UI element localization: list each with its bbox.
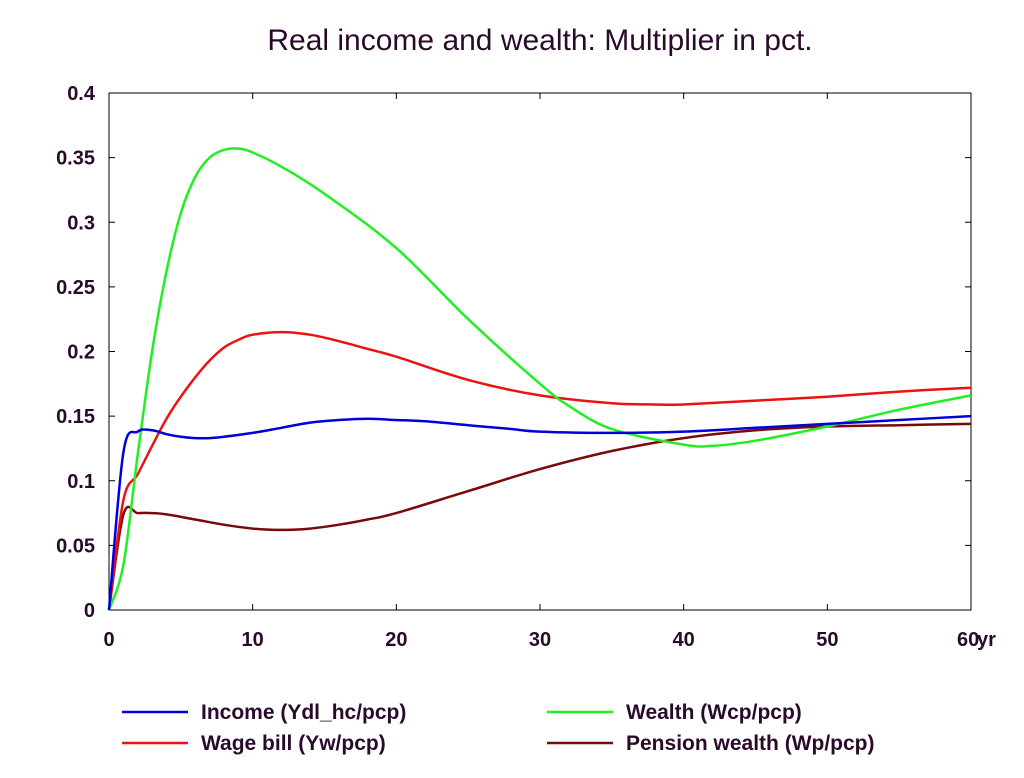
series-lines xyxy=(107,147,972,611)
y-tick-label: 0.25 xyxy=(56,277,95,299)
x-tick-label: 30 xyxy=(529,629,551,651)
series-line-pension xyxy=(107,422,972,611)
y-tick-label: 0.1 xyxy=(67,471,95,493)
legend-item-pension: Pension wealth (Wp/pcp) xyxy=(547,732,875,755)
series-line-wealth xyxy=(107,147,972,611)
legend-item-income: Income (Ydl_hc/pcp) xyxy=(122,701,406,724)
legend-label-pension: Pension wealth (Wp/pcp) xyxy=(626,732,875,755)
y-tick-label: 0.05 xyxy=(56,535,95,557)
x-tick-label: 50 xyxy=(816,629,838,651)
chart-title: Real income and wealth: Multiplier in pc… xyxy=(267,24,812,57)
x-tick-label: 0 xyxy=(103,629,114,651)
x-unit-label: yr xyxy=(977,629,996,651)
legend-item-wealth: Wealth (Wcp/pcp) xyxy=(547,701,802,724)
y-tick-label: 0.4 xyxy=(67,83,96,105)
series-line-wage xyxy=(107,330,972,611)
legend-label-wage: Wage bill (Yw/pcp) xyxy=(201,732,386,755)
x-tick-label: 40 xyxy=(673,629,695,651)
series-line-income xyxy=(107,414,972,611)
y-tick-label: 0.2 xyxy=(67,342,95,364)
legend-label-wealth: Wealth (Wcp/pcp) xyxy=(626,701,802,724)
y-tick-label: 0.35 xyxy=(56,148,95,170)
legend: Income (Ydl_hc/pcp) Wealth (Wcp/pcp) Wage … xyxy=(122,701,875,755)
legend-label-income: Income (Ydl_hc/pcp) xyxy=(201,701,406,724)
x-tick-label: 60 xyxy=(957,629,979,651)
y-tick-label: 0.3 xyxy=(67,212,95,234)
y-tick-label: 0.15 xyxy=(56,406,95,428)
x-tick-label: 20 xyxy=(385,629,407,651)
x-tick-label: 10 xyxy=(242,629,264,651)
legend-item-wage: Wage bill (Yw/pcp) xyxy=(122,732,386,755)
y-tick-label: 0 xyxy=(84,600,95,622)
axis-ticks: 0 0.05 0.1 0.15 0.2 0.25 0.3 0.35 0.4 0 10 20 30 40 50… xyxy=(56,83,979,651)
